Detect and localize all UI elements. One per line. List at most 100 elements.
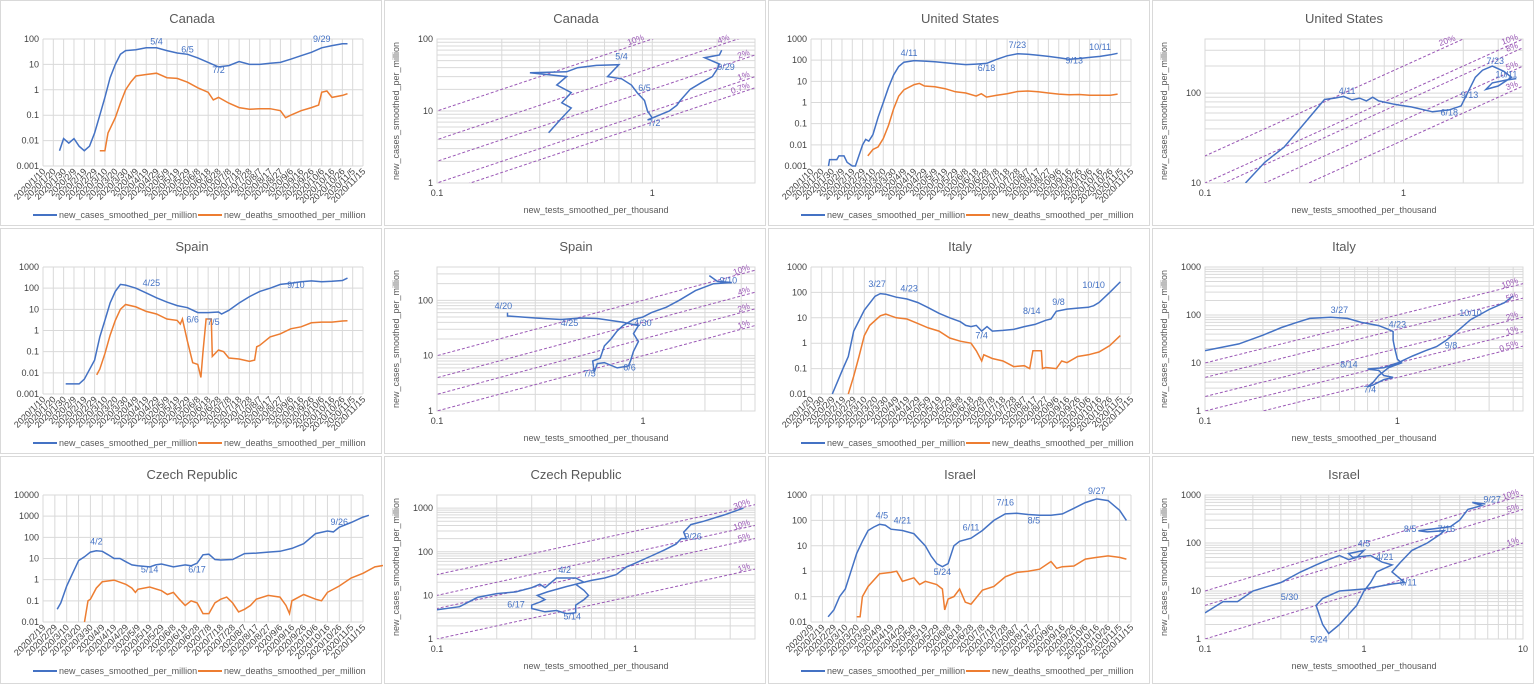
data-label: 5/4 [150, 37, 163, 47]
positivity-guide-line [1260, 345, 1523, 411]
legend-label-deaths: new_deaths_smoothed_per_million [992, 438, 1134, 448]
plot-clip-group [1205, 39, 1523, 183]
plot-area [436, 266, 756, 412]
positivity-guide-line [437, 308, 755, 395]
y-tick-label: 0.1 [794, 119, 807, 129]
series-line-deaths [867, 82, 1118, 157]
y-axis-title: new_cases_smoothed_per_million [1159, 270, 1169, 408]
guide-label: 5% [1504, 58, 1519, 72]
positivity-guide-line [437, 39, 740, 141]
plot-area [1204, 266, 1524, 412]
data-label: 4/25 [143, 278, 161, 288]
y-tick-label: 10 [423, 590, 433, 600]
series-line-cases [831, 281, 1121, 395]
y-tick-label: 100 [24, 283, 39, 293]
data-label: 4/2 [90, 537, 103, 547]
guide-label: 2% [1504, 309, 1519, 323]
data-label: 9/27 [1483, 494, 1501, 504]
data-label: 10/10 [1459, 308, 1482, 318]
data-label: 4/2 [558, 565, 571, 575]
y-tick-label: 1000 [413, 503, 433, 513]
data-label: 9/10 [287, 280, 305, 290]
spain-time-svg: Spain2020/1/102020/1/202020/1/302020/2/9… [12, 239, 367, 448]
y-tick-label: 1000 [19, 511, 39, 521]
data-label: 4/23 [1389, 319, 1407, 329]
trajectory-line [1205, 295, 1514, 388]
positivity-guide-line [437, 269, 755, 357]
data-label: 7/23 [1487, 56, 1505, 66]
x-tick-label: 1 [640, 416, 645, 426]
positivity-guide-line [468, 87, 755, 183]
y-tick-label: 0.01 [789, 389, 807, 399]
data-label: 5/14 [141, 564, 159, 574]
data-label: 7/23 [1009, 40, 1027, 50]
y-axis-title: new_cases_smoothed_per_million [391, 270, 401, 408]
legend-label-cases: new_cases_smoothed_per_million [59, 666, 197, 676]
y-tick-label: 1 [802, 566, 807, 576]
positivity-guide-line [1205, 331, 1523, 411]
legend-label-cases: new_cases_smoothed_per_million [827, 210, 965, 220]
positivity-guide-line [437, 291, 755, 379]
y-tick-label: 0.1 [26, 110, 39, 120]
y-tick-label: 100 [418, 295, 433, 305]
y-axis-title: new_cases_smoothed_per_million [391, 42, 401, 180]
y-axis-title: new_cases_smoothed_per_million [1159, 42, 1169, 180]
y-tick-label: 10 [797, 313, 807, 323]
spain-scatter-panel: Spain 0.1 1 1 10 100 10% 4% 2% 1% 4/20 4/25 4/30 6/6 7… [384, 228, 766, 454]
plot-area [1204, 38, 1524, 184]
y-tick-label: 1 [802, 98, 807, 108]
positivity-guide-line [437, 325, 755, 411]
y-tick-label: 0.1 [26, 596, 39, 606]
plot-area [1204, 494, 1524, 640]
data-label: 8/14 [1023, 306, 1041, 316]
y-tick-label: 1 [1196, 634, 1201, 644]
czech-time-svg: Czech Republic2020/2/192020/2/292020/3/1… [12, 467, 383, 676]
x-axis-title: new_tests_smoothed_per_thousand [1291, 661, 1436, 671]
data-label: 4/30 [634, 318, 652, 328]
chart-title: Czech Republic [146, 467, 238, 482]
data-label: 8/14 [1340, 360, 1358, 370]
data-label: 6/11 [1400, 578, 1417, 588]
trajectory-line [1244, 65, 1517, 183]
y-tick-label: 10 [797, 76, 807, 86]
y-tick-label: 0.01 [21, 136, 39, 146]
data-label: 7/16 [997, 498, 1015, 508]
data-label: 6/5 [181, 44, 194, 54]
x-tick-label: 0.1 [1199, 416, 1212, 426]
positivity-guide-line [1205, 283, 1523, 364]
legend-label-cases: new_cases_smoothed_per_million [827, 438, 965, 448]
x-axis-title: new_tests_smoothed_per_thousand [523, 433, 668, 443]
y-tick-label: 0.01 [789, 140, 807, 150]
positivity-guide-line [1205, 297, 1523, 378]
x-tick-label: 1 [633, 644, 638, 654]
us-time-panel: United States 2020/1/10 2020/1/20 2020/1/30… [768, 0, 1150, 226]
series-line-cases [56, 514, 370, 610]
canada-time-svg: Canada2020/1/102020/1/202020/1/302020/2/… [12, 11, 367, 220]
guide-label: 1% [736, 317, 751, 331]
y-tick-label: 0.001 [16, 161, 39, 171]
legend-label-cases: new_cases_smoothed_per_million [59, 438, 197, 448]
plot-clip-group [1205, 495, 1523, 639]
y-axis-title: new_cases_smoothed_per_million [391, 498, 401, 636]
y-tick-label: 10 [423, 106, 433, 116]
legend-label-deaths: new_deaths_smoothed_per_million [224, 438, 366, 448]
series-line-deaths [96, 303, 348, 378]
israel-scatter-panel: Israel 0.1 1 10 1 10 100 1000 10% 5% 1% 4/5 4/21 5/30… [1152, 456, 1534, 684]
positivity-guide-line [1205, 495, 1523, 592]
data-label: 9/10 [720, 276, 738, 286]
data-label: 7/2 [648, 118, 661, 128]
data-label: 6/18 [1440, 108, 1458, 118]
x-tick-label: 0.1 [431, 188, 444, 198]
chart-title: Spain [175, 239, 208, 254]
y-tick-label: 1 [34, 85, 39, 95]
series-line-deaths [83, 564, 383, 623]
data-label: 6/5 [638, 83, 651, 93]
legend-label-deaths: new_deaths_smoothed_per_million [224, 666, 366, 676]
plot-area [436, 494, 756, 640]
data-label: 6/18 [978, 63, 996, 73]
guide-label: 0.7% [729, 80, 751, 96]
positivity-guide-line [1307, 85, 1523, 183]
y-tick-label: 0.01 [21, 368, 39, 378]
x-axis-title: new_tests_smoothed_per_thousand [1291, 205, 1436, 215]
x-tick-label: 0.1 [431, 644, 444, 654]
